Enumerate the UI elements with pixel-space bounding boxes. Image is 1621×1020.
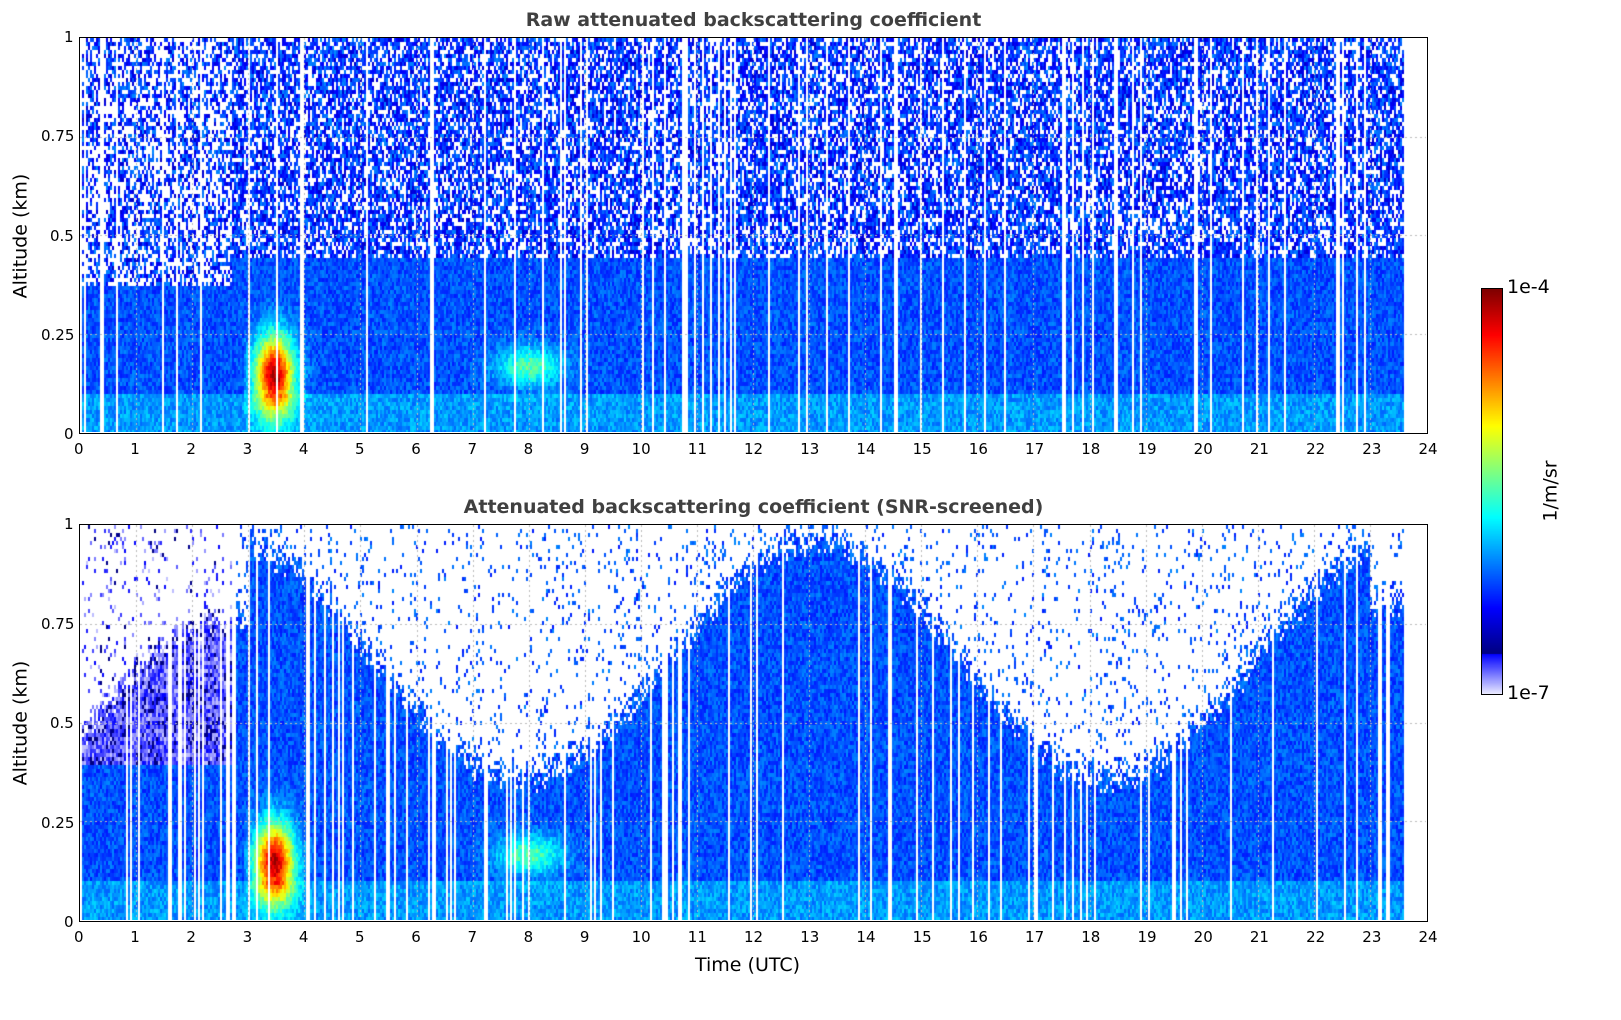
xtick-label: 14	[856, 928, 876, 946]
xtick-label: 7	[467, 928, 477, 946]
plot2-xlabel: Time (UTC)	[695, 954, 801, 976]
xtick-label: 0	[74, 928, 84, 946]
xtick-label: 15	[912, 440, 932, 458]
xtick-label: 9	[579, 440, 590, 458]
xtick-label: 20	[1193, 928, 1213, 946]
ytick-label: 0.75	[41, 614, 75, 633]
xtick-label: 12	[744, 928, 764, 946]
xtick-label: 22	[1306, 440, 1326, 458]
xtick-label: 4	[298, 928, 309, 946]
xtick-label: 0	[74, 440, 84, 458]
xtick-label: 10	[631, 440, 651, 458]
xtick-label: 21	[1249, 928, 1269, 946]
xtick-label: 8	[523, 440, 534, 458]
xtick-label: 18	[1081, 928, 1101, 946]
colorbar	[1481, 288, 1503, 695]
xtick-label: 19	[1137, 440, 1157, 458]
xtick-label: 12	[744, 440, 764, 458]
xtick-label: 24	[1418, 440, 1438, 458]
xtick-label: 4	[298, 440, 309, 458]
xtick-label: 3	[242, 928, 253, 946]
colorbar-label: 1/m/sr	[1539, 460, 1562, 522]
plot2-heatmap	[80, 525, 1426, 920]
xtick-label: 14	[856, 440, 876, 458]
plot2-ylabel: Altitude (km)	[9, 660, 32, 786]
xtick-label: 1	[130, 928, 140, 946]
ytick-label: 0.5	[50, 714, 74, 732]
xtick-label: 13	[800, 928, 820, 946]
xtick-label: 20	[1193, 440, 1213, 458]
xtick-label: 11	[687, 928, 707, 946]
ytick-label: 0.25	[41, 813, 75, 832]
xtick-label: 7	[467, 440, 477, 458]
xtick-label: 5	[355, 440, 365, 458]
ytick-label: 0	[64, 425, 74, 443]
plot2-axes	[79, 524, 1428, 922]
plot1-title: Raw attenuated backscattering coefficien…	[525, 9, 982, 31]
xtick-label: 2	[186, 440, 196, 458]
xtick-label: 17	[1025, 928, 1045, 946]
xtick-label: 23	[1362, 928, 1382, 946]
plot1-ylabel: Altitude (km)	[9, 173, 32, 299]
plot2-title: Attenuated backscattering coefficient (S…	[463, 496, 1044, 518]
xtick-label: 16	[968, 928, 988, 946]
colorbar-max-label: 1e-4	[1507, 276, 1550, 298]
xtick-label: 6	[411, 928, 421, 946]
xtick-label: 17	[1025, 440, 1045, 458]
ytick-label: 0	[64, 913, 74, 931]
plot1-axes	[79, 37, 1428, 434]
xtick-label: 18	[1081, 440, 1101, 458]
colorbar-min-label: 1e-7	[1507, 682, 1550, 704]
xtick-label: 3	[242, 440, 253, 458]
ytick-label: 1	[64, 28, 74, 46]
xtick-label: 21	[1249, 440, 1269, 458]
xtick-label: 23	[1362, 440, 1382, 458]
xtick-label: 2	[186, 928, 196, 946]
xtick-label: 15	[912, 928, 932, 946]
ytick-label: 1	[64, 515, 74, 533]
xtick-label: 10	[631, 928, 651, 946]
ytick-label: 0.25	[41, 325, 75, 344]
xtick-label: 16	[968, 440, 988, 458]
xtick-label: 5	[355, 928, 365, 946]
xtick-label: 8	[523, 928, 534, 946]
ytick-label: 0.75	[41, 127, 75, 146]
xtick-label: 6	[411, 440, 421, 458]
xtick-label: 13	[800, 440, 820, 458]
xtick-label: 19	[1137, 928, 1157, 946]
xtick-label: 11	[687, 440, 707, 458]
ytick-label: 0.5	[50, 226, 74, 245]
xtick-label: 1	[130, 440, 140, 458]
xtick-label: 9	[579, 928, 590, 946]
plot1-heatmap	[80, 38, 1426, 432]
xtick-label: 24	[1418, 928, 1438, 946]
xtick-label: 22	[1306, 928, 1326, 946]
